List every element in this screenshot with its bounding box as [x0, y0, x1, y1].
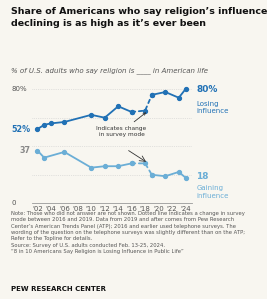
- Text: 37: 37: [20, 146, 31, 155]
- Text: Share of Americans who say religion’s influence is
declining is as high as it’s : Share of Americans who say religion’s in…: [11, 7, 267, 28]
- Text: 80%: 80%: [11, 86, 27, 92]
- Text: % of U.S. adults who say religion is ____ in American life: % of U.S. adults who say religion is ___…: [11, 67, 208, 74]
- Text: Gaining
influence: Gaining influence: [196, 185, 229, 199]
- Text: 18: 18: [196, 172, 209, 181]
- Text: 80%: 80%: [196, 85, 218, 94]
- Text: Note: Those who did not answer are not shown. Dotted line indicates a change in : Note: Those who did not answer are not s…: [11, 211, 245, 254]
- Text: Losing
influence: Losing influence: [196, 100, 229, 114]
- Text: Indicates change
in survey mode: Indicates change in survey mode: [96, 113, 147, 137]
- Text: 0: 0: [11, 200, 16, 206]
- Text: 52%: 52%: [11, 125, 31, 134]
- Text: PEW RESEARCH CENTER: PEW RESEARCH CENTER: [11, 286, 106, 292]
